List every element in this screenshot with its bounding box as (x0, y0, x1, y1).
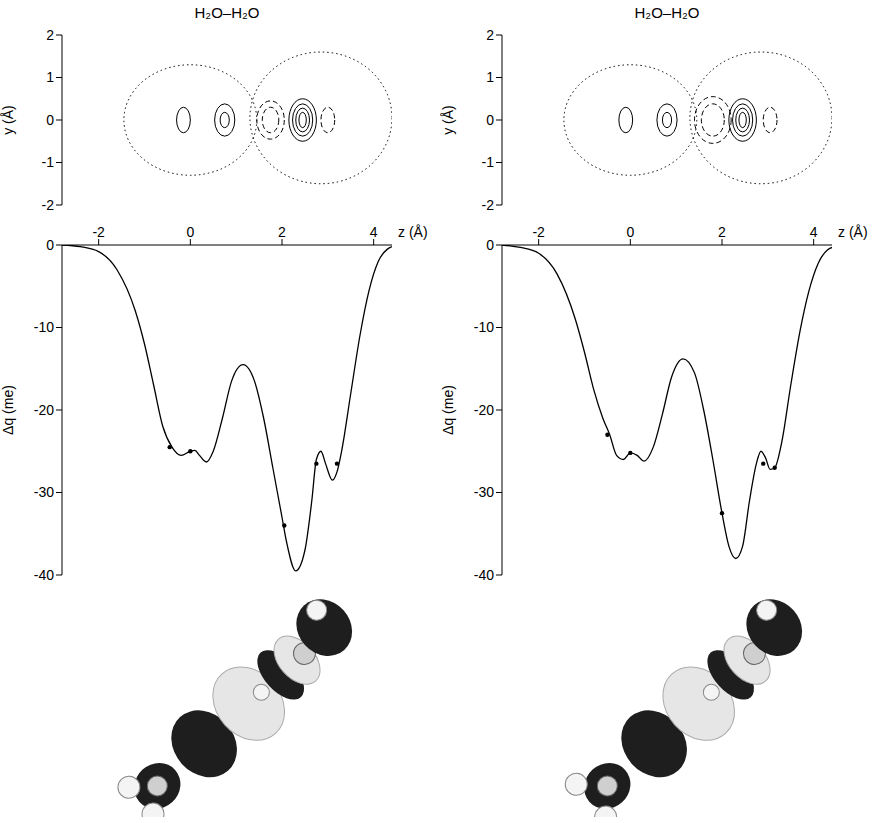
svg-text:4: 4 (810, 224, 818, 240)
svg-text:-40: -40 (34, 567, 54, 583)
svg-text:-2: -2 (532, 224, 545, 240)
svg-text:-20: -20 (474, 402, 494, 418)
svg-text:-20: -20 (34, 402, 54, 418)
svg-text:0: 0 (486, 112, 494, 128)
svg-text:2: 2 (486, 27, 494, 43)
svg-text:y (Å): y (Å) (0, 105, 16, 135)
svg-text:-2: -2 (42, 197, 55, 213)
svg-text:-1: -1 (482, 154, 495, 170)
svg-text:1: 1 (486, 69, 494, 85)
svg-text:-40: -40 (474, 567, 494, 583)
svg-text:2: 2 (278, 224, 286, 240)
svg-text:z (Å): z (Å) (398, 224, 428, 240)
svg-text:0: 0 (46, 112, 54, 128)
svg-text:-10: -10 (474, 319, 494, 335)
svg-text:0: 0 (46, 237, 54, 253)
svg-text:2: 2 (46, 27, 54, 43)
svg-text:0: 0 (186, 224, 194, 240)
html-text:H₂O–H₂O: H₂O–H₂O (194, 4, 260, 21)
svg-text:-1: -1 (42, 154, 55, 170)
svg-text:Δq (me): Δq (me) (440, 385, 456, 435)
svg-text:y (Å): y (Å) (440, 105, 456, 135)
svg-text:0: 0 (486, 237, 494, 253)
svg-text:-30: -30 (34, 484, 54, 500)
svg-text:-2: -2 (482, 197, 495, 213)
html-text:H₂O–H₂O: H₂O–H₂O (634, 4, 700, 21)
svg-text:0: 0 (626, 224, 634, 240)
svg-text:z (Å): z (Å) (838, 224, 868, 240)
svg-text:-10: -10 (34, 319, 54, 335)
svg-text:4: 4 (370, 224, 378, 240)
svg-text:-30: -30 (474, 484, 494, 500)
svg-text:1: 1 (46, 69, 54, 85)
svg-text:2: 2 (718, 224, 726, 240)
svg-text:-2: -2 (92, 224, 105, 240)
svg-text:Δq (me): Δq (me) (0, 385, 16, 435)
